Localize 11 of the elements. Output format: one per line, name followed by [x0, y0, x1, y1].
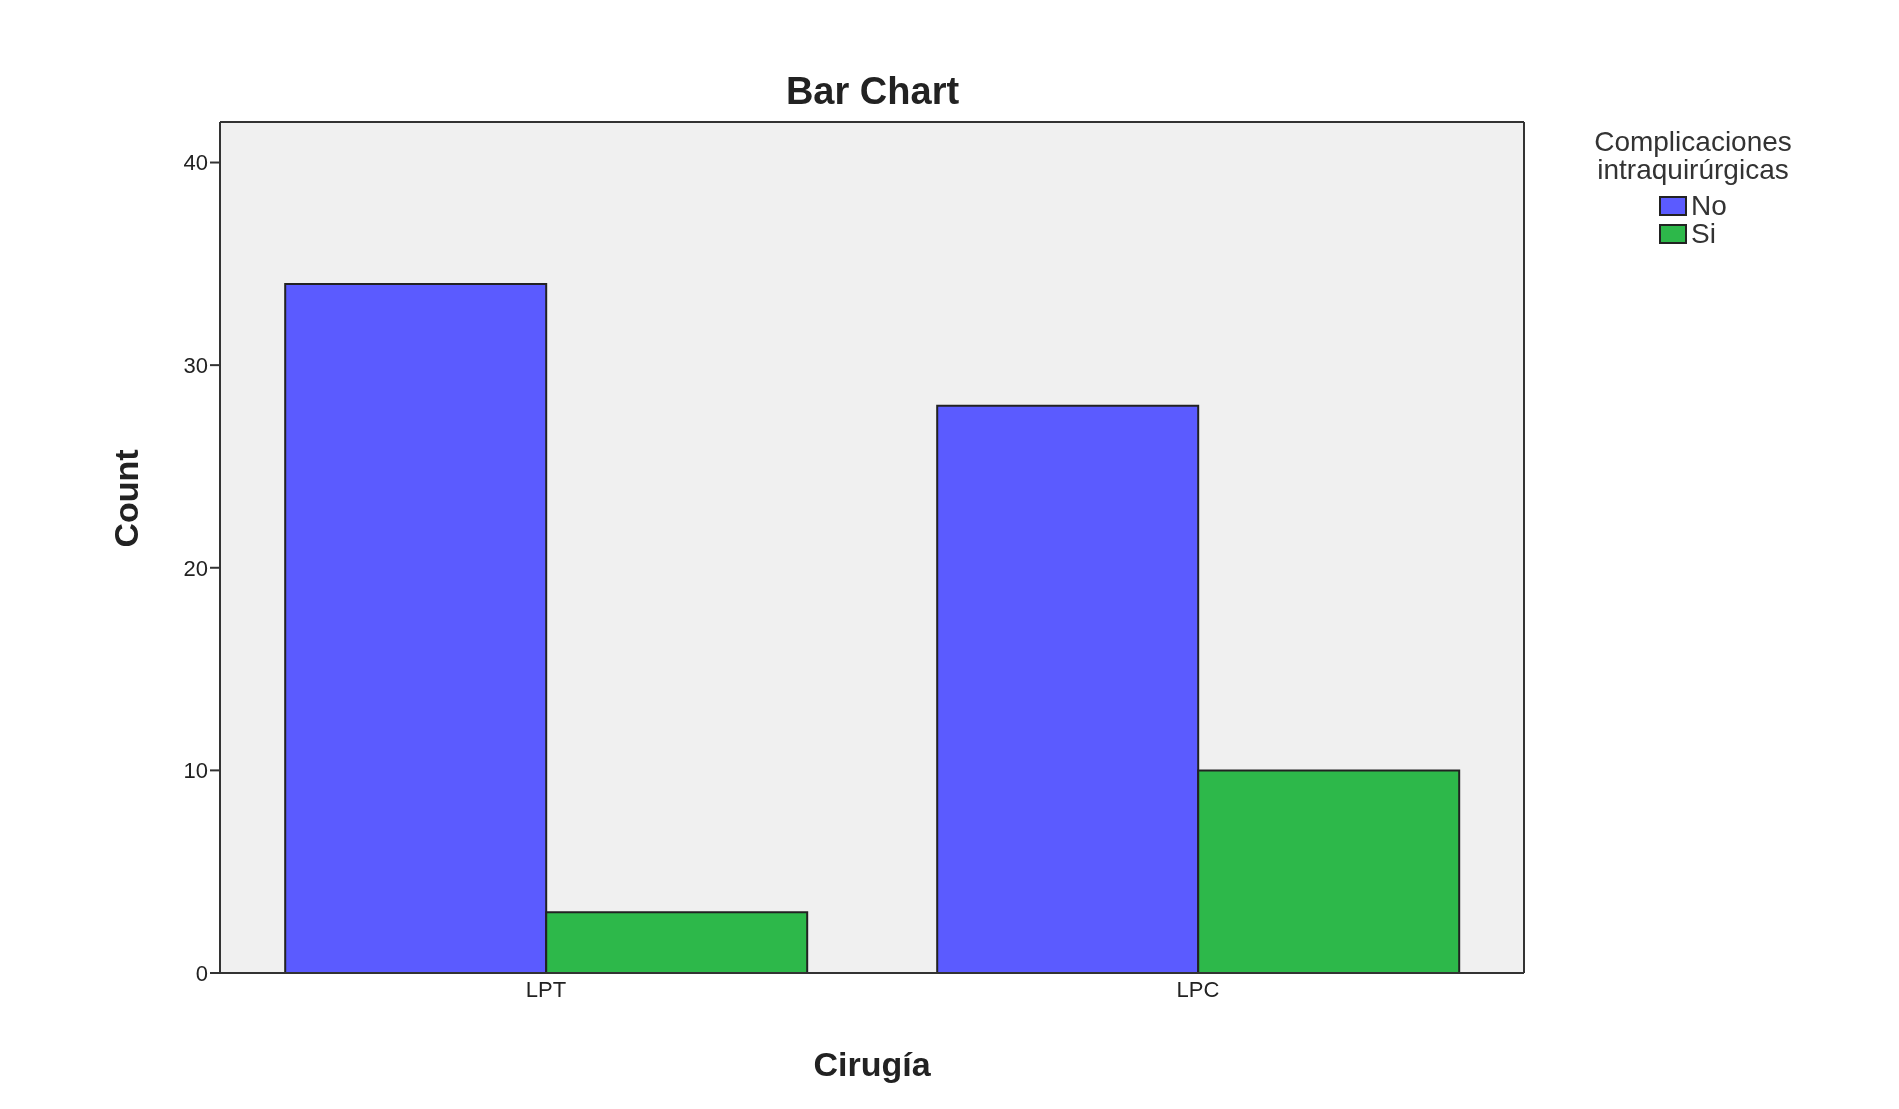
y-tick-label: 0: [195, 960, 208, 986]
y-tick-label: 20: [183, 555, 208, 581]
x-axis-title: Cirugía: [813, 1045, 932, 1083]
y-axis-title: Count: [107, 449, 146, 548]
chart-title: Bar Chart: [784, 70, 961, 113]
y-tick-label: 30: [183, 352, 208, 378]
x-tick-label: LPC: [1176, 976, 1220, 1002]
x-tick-label: LPT: [525, 976, 567, 1002]
legend-title: Complicaciones intraquirúrgicas: [1593, 126, 1793, 185]
y-tick-label: 10: [183, 758, 208, 784]
y-tick-label: 40: [183, 150, 208, 176]
